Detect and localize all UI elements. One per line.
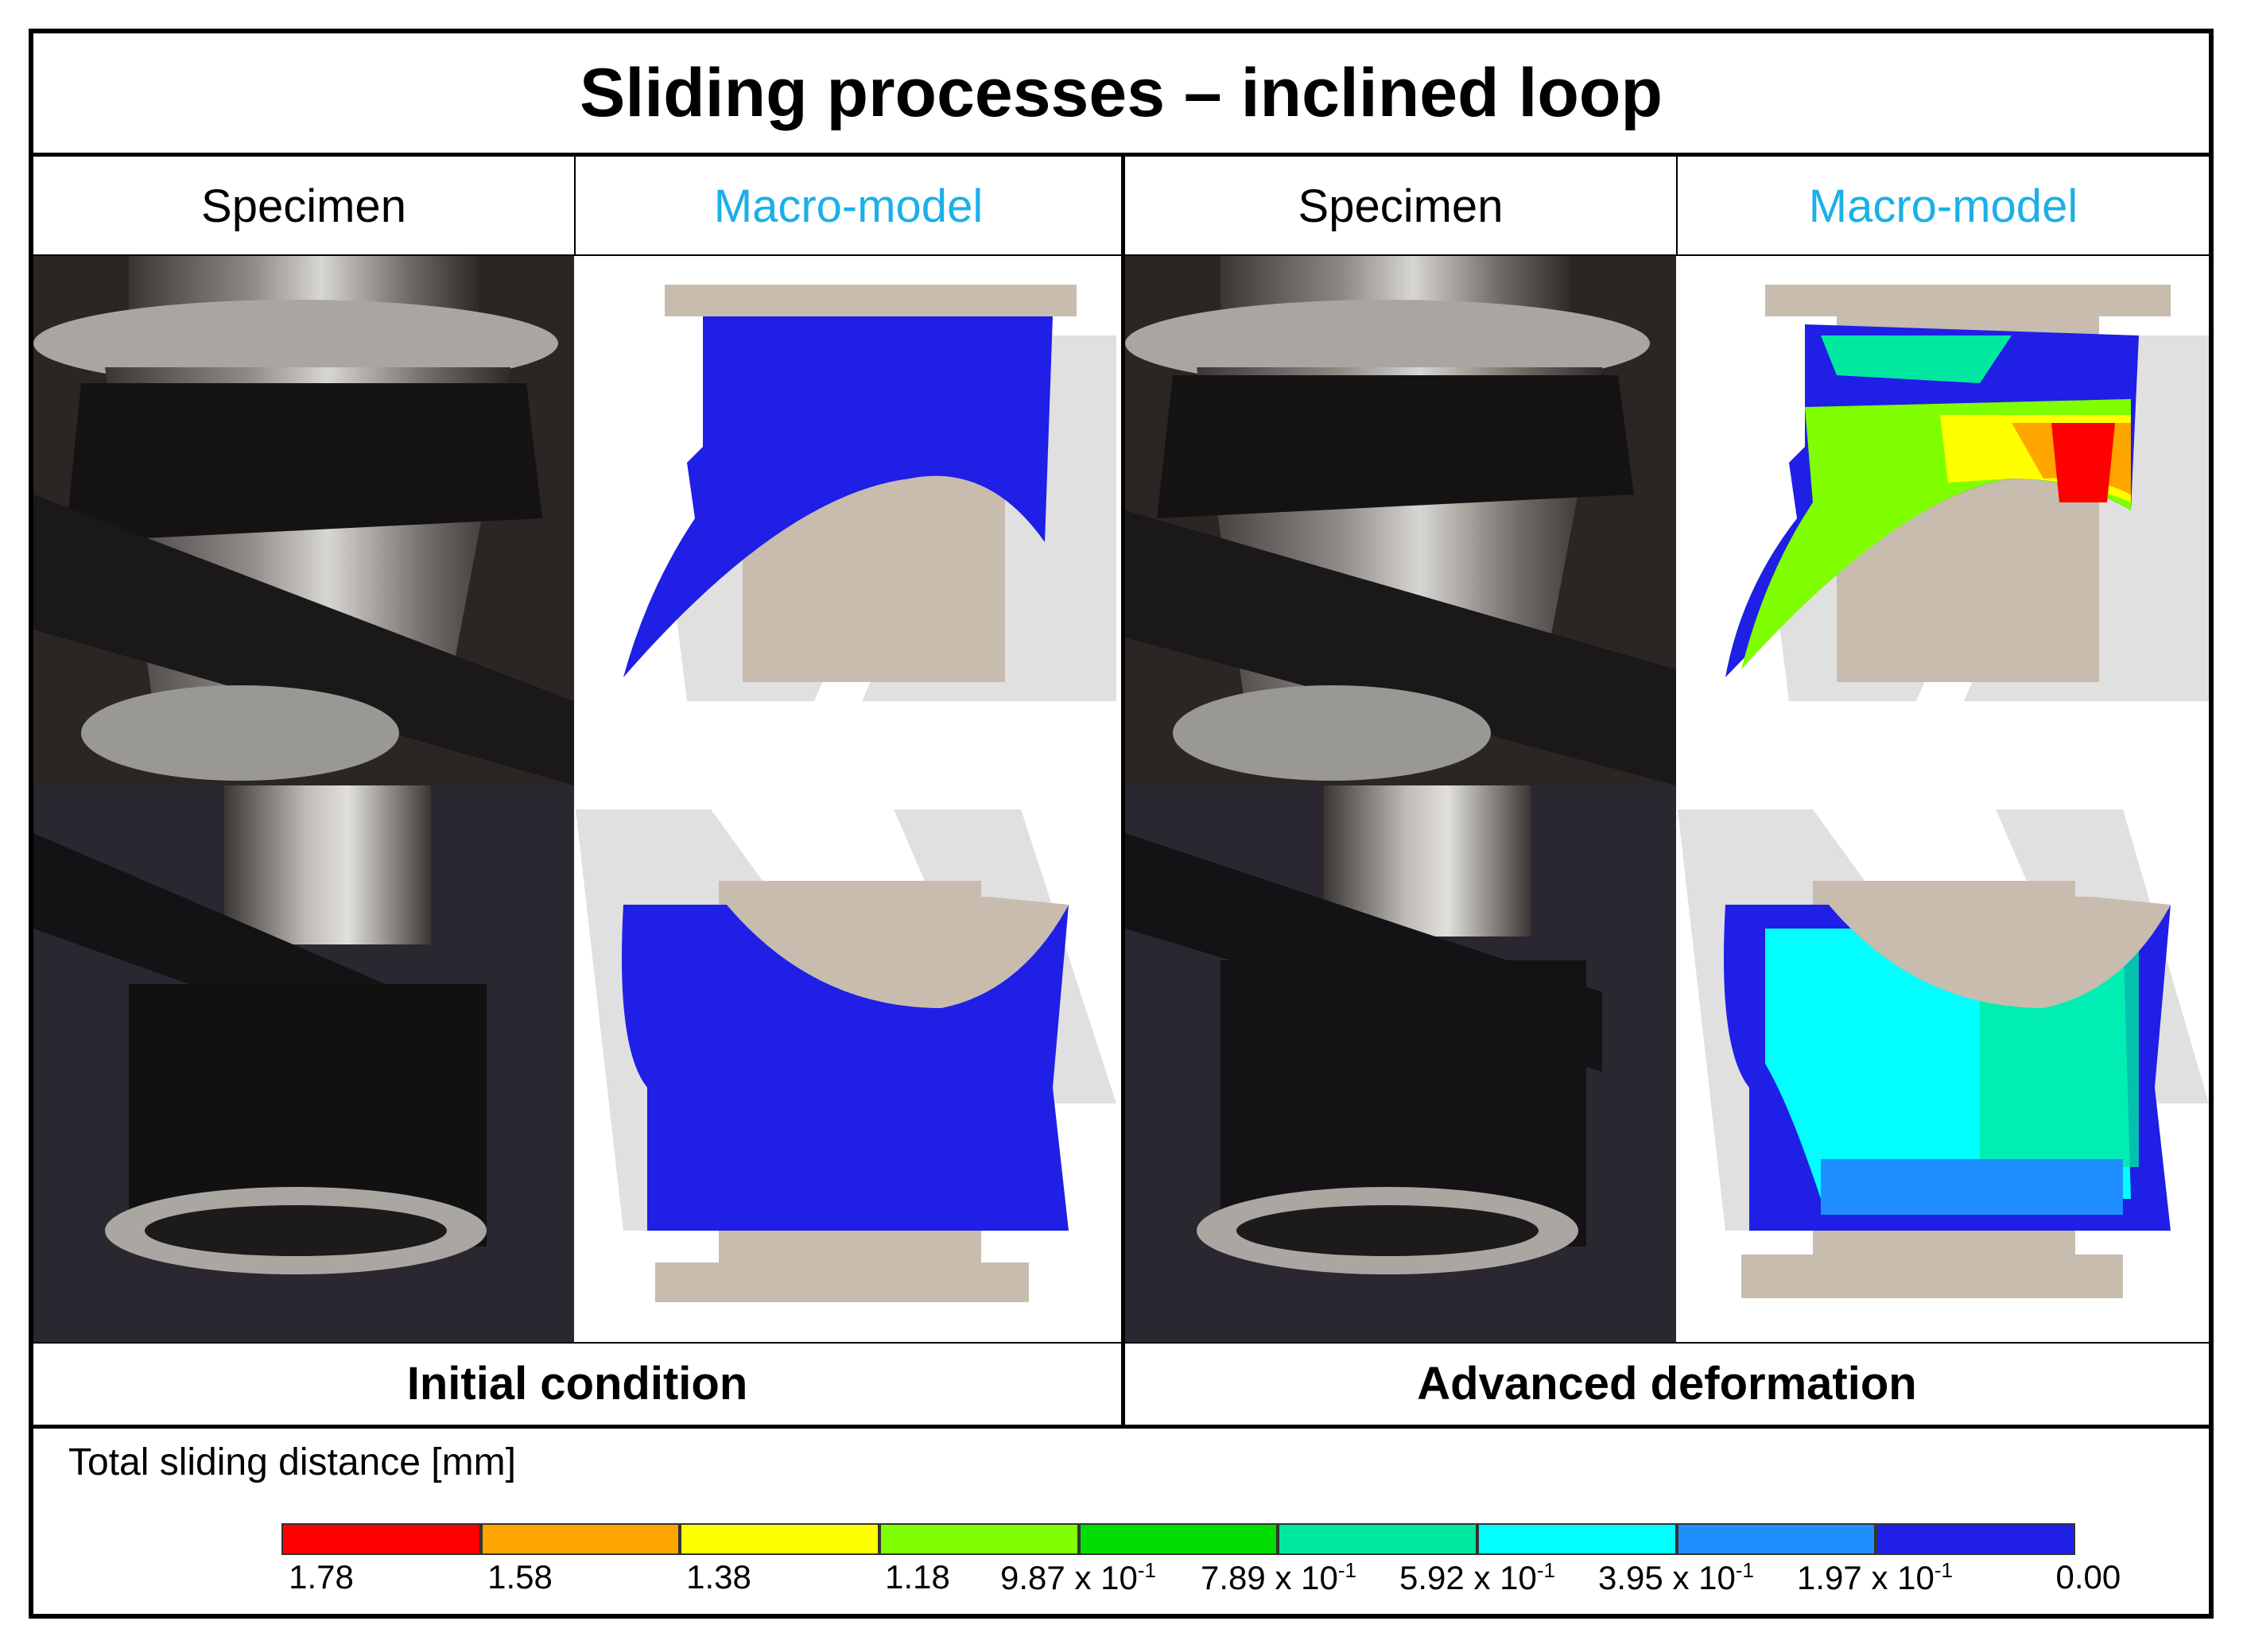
legend-tick-label: 7.89 x 10-1 xyxy=(1201,1558,1356,1596)
color-bar-segment xyxy=(879,1523,1079,1555)
legend-tick-label: 1.97 x 10-1 xyxy=(1797,1558,1953,1596)
specimen-photo-advanced-top xyxy=(1125,256,1676,785)
color-bar-segment xyxy=(1078,1523,1279,1555)
color-bar-segment xyxy=(1876,1523,2075,1555)
color-bar-segment xyxy=(1676,1523,1876,1555)
color-bar-segment xyxy=(1477,1523,1677,1555)
color-bar-segment xyxy=(480,1523,681,1555)
model-initial-bottom xyxy=(576,785,1121,1342)
legend-tick-label: 0.00 xyxy=(2055,1558,2121,1596)
figure-frame xyxy=(29,29,2214,1619)
caption-advanced-deformation: Advanced deformation xyxy=(1417,1357,1917,1410)
model-advanced-bottom xyxy=(1678,785,2209,1342)
right-model-header: Macro-model xyxy=(1808,180,2078,232)
left-model-header: Macro-model xyxy=(713,180,984,232)
caption-initial-condition: Initial condition xyxy=(406,1357,748,1410)
model-advanced-top xyxy=(1678,256,2209,785)
left-col-divider xyxy=(574,157,576,255)
legend-tick-label: 3.95 x 10-1 xyxy=(1598,1558,1754,1596)
legend-tick-label: 1.78 xyxy=(289,1558,354,1596)
model-initial-top xyxy=(576,256,1121,785)
specimen-photo-initial-top xyxy=(33,256,574,785)
color-bar xyxy=(281,1523,2075,1555)
left-specimen-header: Specimen xyxy=(201,180,406,232)
title-divider xyxy=(33,153,2209,157)
legend-divider xyxy=(33,1425,2209,1429)
specimen-photo-initial-bottom xyxy=(33,785,574,1342)
right-specimen-header: Specimen xyxy=(1298,180,1504,232)
right-col-divider xyxy=(1676,157,1678,255)
legend-tick-label: 1.58 xyxy=(487,1558,553,1596)
color-bar-segment xyxy=(281,1523,481,1555)
specimen-photo-advanced-bottom xyxy=(1125,785,1676,1342)
legend-title: Total sliding distance [mm] xyxy=(68,1441,516,1483)
figure-title: Sliding processes – inclined loop xyxy=(580,54,1663,131)
legend-tick-label: 1.18 xyxy=(885,1558,950,1596)
legend-tick-label: 1.38 xyxy=(686,1558,751,1596)
legend-tick-label: 9.87 x 10-1 xyxy=(1000,1558,1156,1596)
legend-tick-label: 5.92 x 10-1 xyxy=(1399,1558,1555,1596)
group-divider xyxy=(1121,157,1125,1425)
color-bar-segment xyxy=(680,1523,879,1555)
color-bar-segment xyxy=(1278,1523,1477,1555)
